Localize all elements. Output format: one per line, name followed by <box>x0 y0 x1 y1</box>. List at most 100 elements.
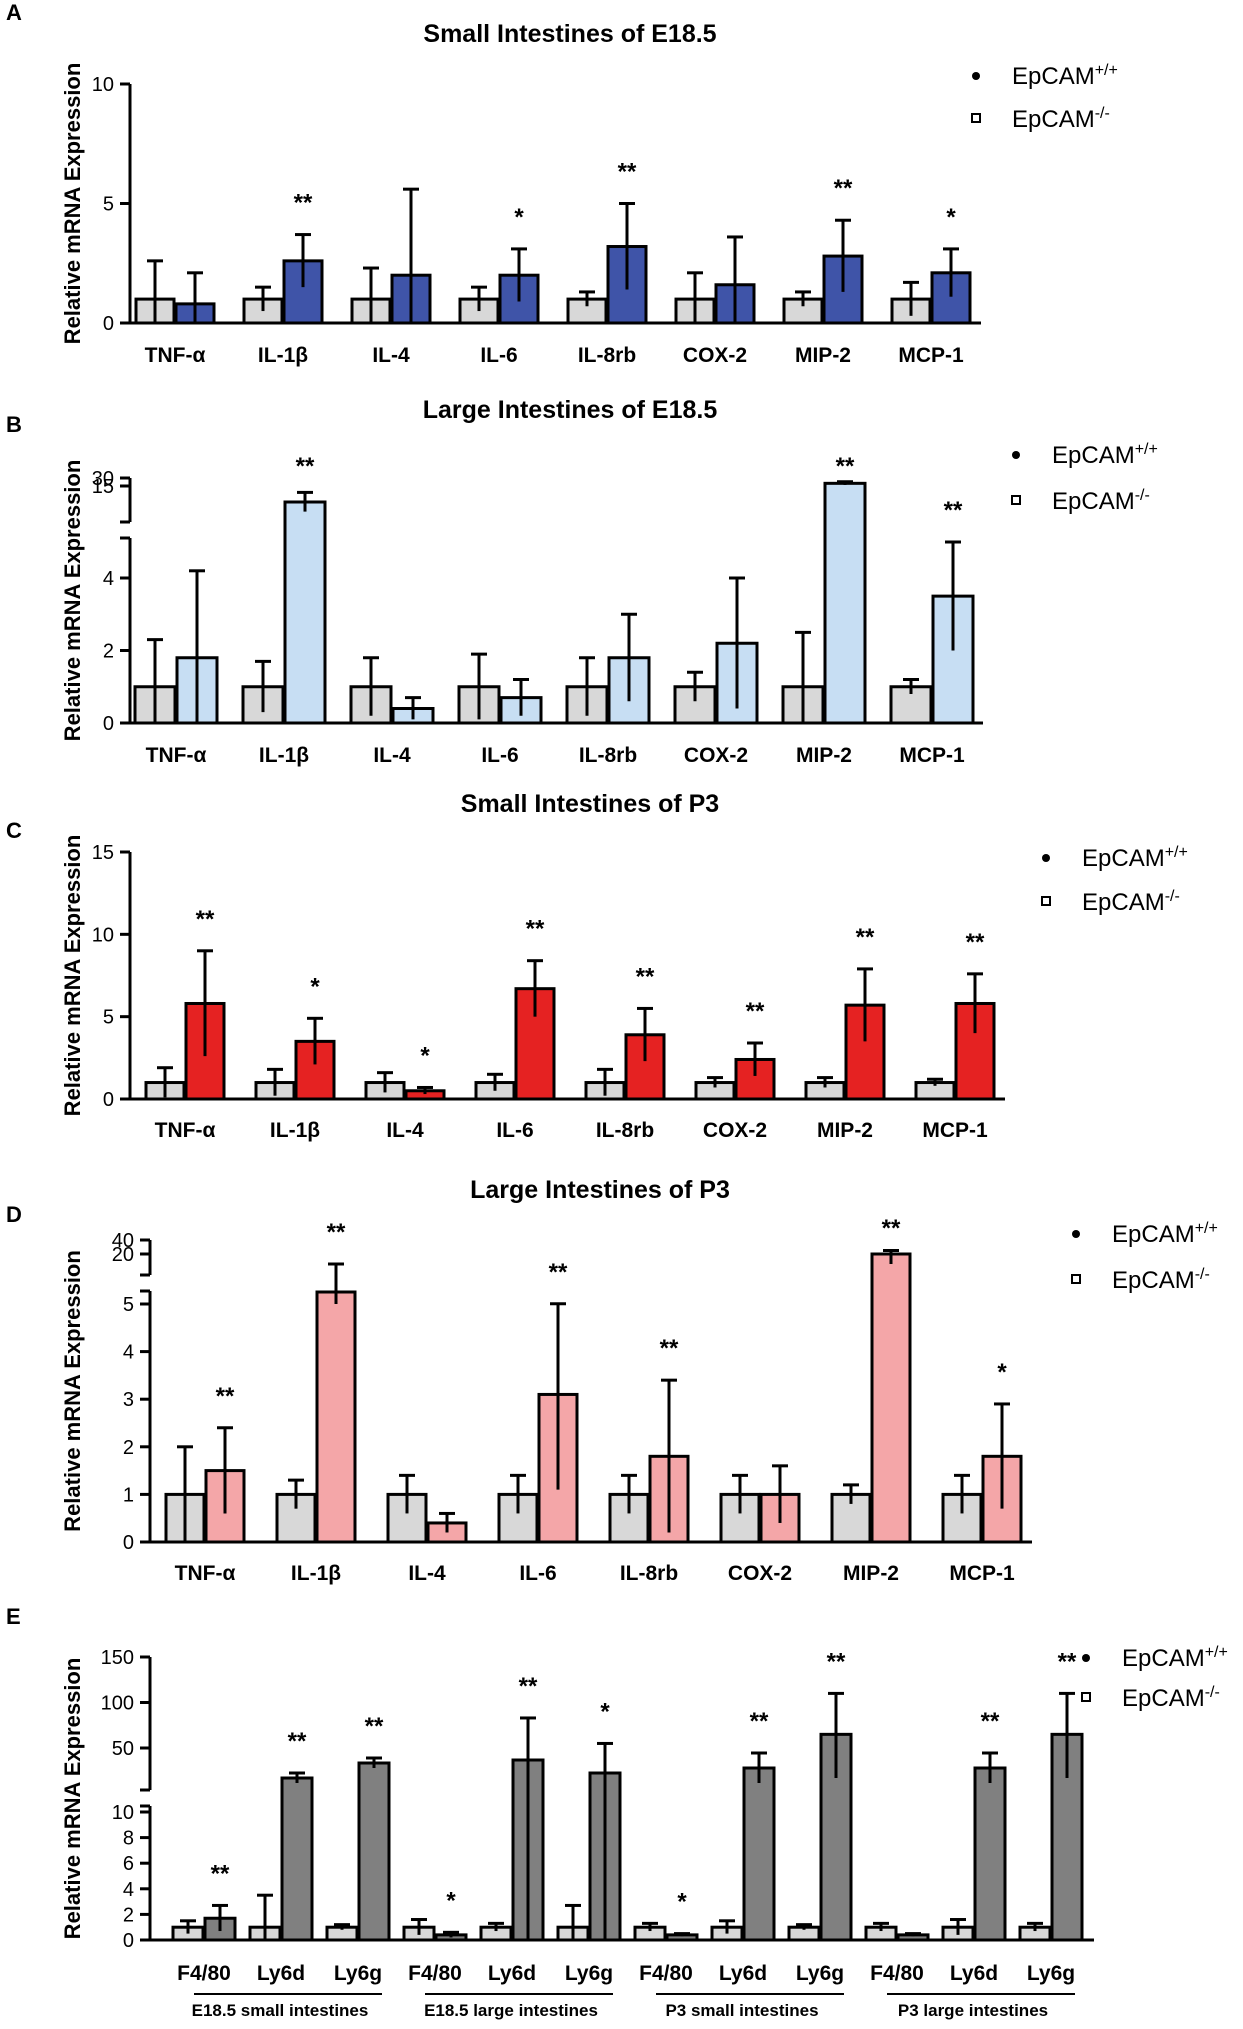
x-tick-label: IL-1β <box>258 344 308 367</box>
x-tick-label: F4/80 <box>639 1962 693 1985</box>
significance-marker: * <box>310 973 320 1000</box>
x-tick-label: Ly6g <box>1027 1962 1075 1985</box>
x-tick-label: TNF-α <box>146 744 207 767</box>
significance-marker: ** <box>365 1713 384 1740</box>
legend-label-wt: EpCAM+/+ <box>1052 441 1158 469</box>
y-tick-label: 0 <box>123 1532 134 1554</box>
significance-marker: ** <box>746 998 765 1025</box>
legend: EpCAM+/+ EpCAM-/- <box>1071 1220 1218 1294</box>
x-tick-label: MIP-2 <box>843 1562 899 1585</box>
panel-letter: B <box>6 412 22 437</box>
x-tick-label: F4/80 <box>870 1962 924 1985</box>
bar-ko <box>315 1290 357 1544</box>
legend-superscript: -/- <box>1135 487 1150 504</box>
y-tick-label: 10 <box>112 1802 134 1824</box>
bar-ko <box>973 1766 1007 1942</box>
y-tick-label: 0 <box>123 1930 134 1952</box>
significance-marker: ** <box>526 916 545 943</box>
legend-superscript: +/+ <box>1135 441 1158 458</box>
bar-ko <box>280 1776 314 1942</box>
bar-ko <box>742 1766 776 1942</box>
significance-marker: ** <box>327 1219 346 1246</box>
y-tick-label: 5 <box>103 1007 114 1029</box>
panel-letter: A <box>6 0 22 25</box>
panel-c: C Small Intestines of P3 0 5 10 15 Relative mR… <box>6 790 1188 1142</box>
significance-marker: ** <box>660 1335 679 1362</box>
legend: EpCAM+/+ EpCAM-/- <box>1041 844 1188 916</box>
x-tick-label: F4/80 <box>177 1962 231 1985</box>
y-axis-label: Relative mRNA Expression <box>60 63 85 345</box>
group-label: E18.5 large intestines <box>424 2001 598 2020</box>
bar-ko <box>734 1057 776 1101</box>
legend-marker-ko <box>1081 1692 1091 1702</box>
legend-marker-wt <box>1082 1654 1090 1662</box>
significance-marker: ** <box>288 1728 307 1755</box>
y-tick-label: 2 <box>103 641 114 663</box>
y-tick-label: 150 <box>101 1647 134 1669</box>
x-tick-label: IL-1β <box>270 1119 320 1142</box>
y-tick-label: 0 <box>103 713 114 735</box>
x-tick-label: COX-2 <box>703 1119 767 1142</box>
legend: EpCAM+/+ EpCAM-/- <box>1081 1644 1228 1712</box>
x-tick-label: MCP-1 <box>949 1562 1015 1585</box>
significance-marker: ** <box>966 929 985 956</box>
x-tick-label: IL-8rb <box>579 744 637 767</box>
group-label: P3 small intestines <box>665 2001 818 2020</box>
panel-letter: D <box>6 1202 22 1227</box>
x-tick-label: IL-4 <box>408 1562 446 1585</box>
significance-marker: ** <box>519 1673 538 1700</box>
y-tick-label: 20 <box>112 1244 134 1266</box>
legend: EpCAM+/+ EpCAM-/- <box>971 62 1118 133</box>
group-label: E18.5 small intestines <box>192 2001 369 2020</box>
legend-superscript: -/- <box>1195 1266 1210 1283</box>
y-axis-label: Relative mRNA Expression <box>60 835 85 1117</box>
x-tick-label: Ly6g <box>796 1962 844 1985</box>
bar-ko <box>823 481 867 725</box>
legend-label-ko: EpCAM-/- <box>1082 888 1180 916</box>
x-tick-label: IL-6 <box>480 344 517 367</box>
significance-marker: * <box>677 1889 687 1916</box>
significance-marker: ** <box>296 453 315 480</box>
legend-marker-ko <box>1041 896 1051 906</box>
y-tick-label: 4 <box>123 1342 134 1364</box>
panel-letter: C <box>6 818 22 843</box>
significance-marker: * <box>514 204 524 231</box>
chart-title: Large Intestines of E18.5 <box>423 396 718 424</box>
y-tick-label: 40 <box>112 1230 134 1252</box>
x-tick-label: Ly6d <box>257 1962 305 1985</box>
x-tick-label: IL-8rb <box>620 1562 678 1585</box>
group-label: P3 large intestines <box>898 2001 1048 2020</box>
legend-marker-ko <box>1011 495 1021 505</box>
legend-superscript: -/- <box>1165 888 1180 905</box>
legend-label-wt: EpCAM+/+ <box>1112 1220 1218 1248</box>
y-tick-label: 15 <box>92 842 114 864</box>
x-tick-label: Ly6d <box>719 1962 767 1985</box>
x-tick-label: Ly6g <box>565 1962 613 1985</box>
x-tick-label: IL-8rb <box>578 344 636 367</box>
legend-marker-wt <box>1072 1230 1080 1238</box>
legend-label-ko: EpCAM-/- <box>1112 1266 1210 1294</box>
significance-marker: * <box>420 1042 430 1069</box>
significance-marker: ** <box>1058 1648 1077 1675</box>
legend-superscript: +/+ <box>1095 62 1118 79</box>
y-tick-label: 4 <box>123 1879 134 1901</box>
chart-title: Large Intestines of P3 <box>470 1176 730 1204</box>
legend-superscript: -/- <box>1095 105 1110 122</box>
chart-title: Small Intestines of P3 <box>461 790 719 818</box>
legend-marker-wt <box>972 72 980 80</box>
y-tick-label: 30 <box>92 468 114 490</box>
legend-label-wt: EpCAM+/+ <box>1122 1644 1228 1672</box>
significance-marker: * <box>997 1359 1007 1386</box>
legend: EpCAM+/+ EpCAM-/- <box>1011 441 1158 515</box>
significance-marker: ** <box>216 1383 235 1410</box>
bar-ko <box>981 1454 1023 1544</box>
significance-marker: ** <box>882 1215 901 1242</box>
panel-e: E 0 2 4 6 8 10 50 100 150 Relative mRNA Expression… <box>6 1604 1228 2020</box>
x-tick-label: IL-6 <box>496 1119 533 1142</box>
y-tick-label: 15 <box>92 476 114 498</box>
significance-marker: ** <box>750 1708 769 1735</box>
x-tick-label: F4/80 <box>408 1962 462 1985</box>
